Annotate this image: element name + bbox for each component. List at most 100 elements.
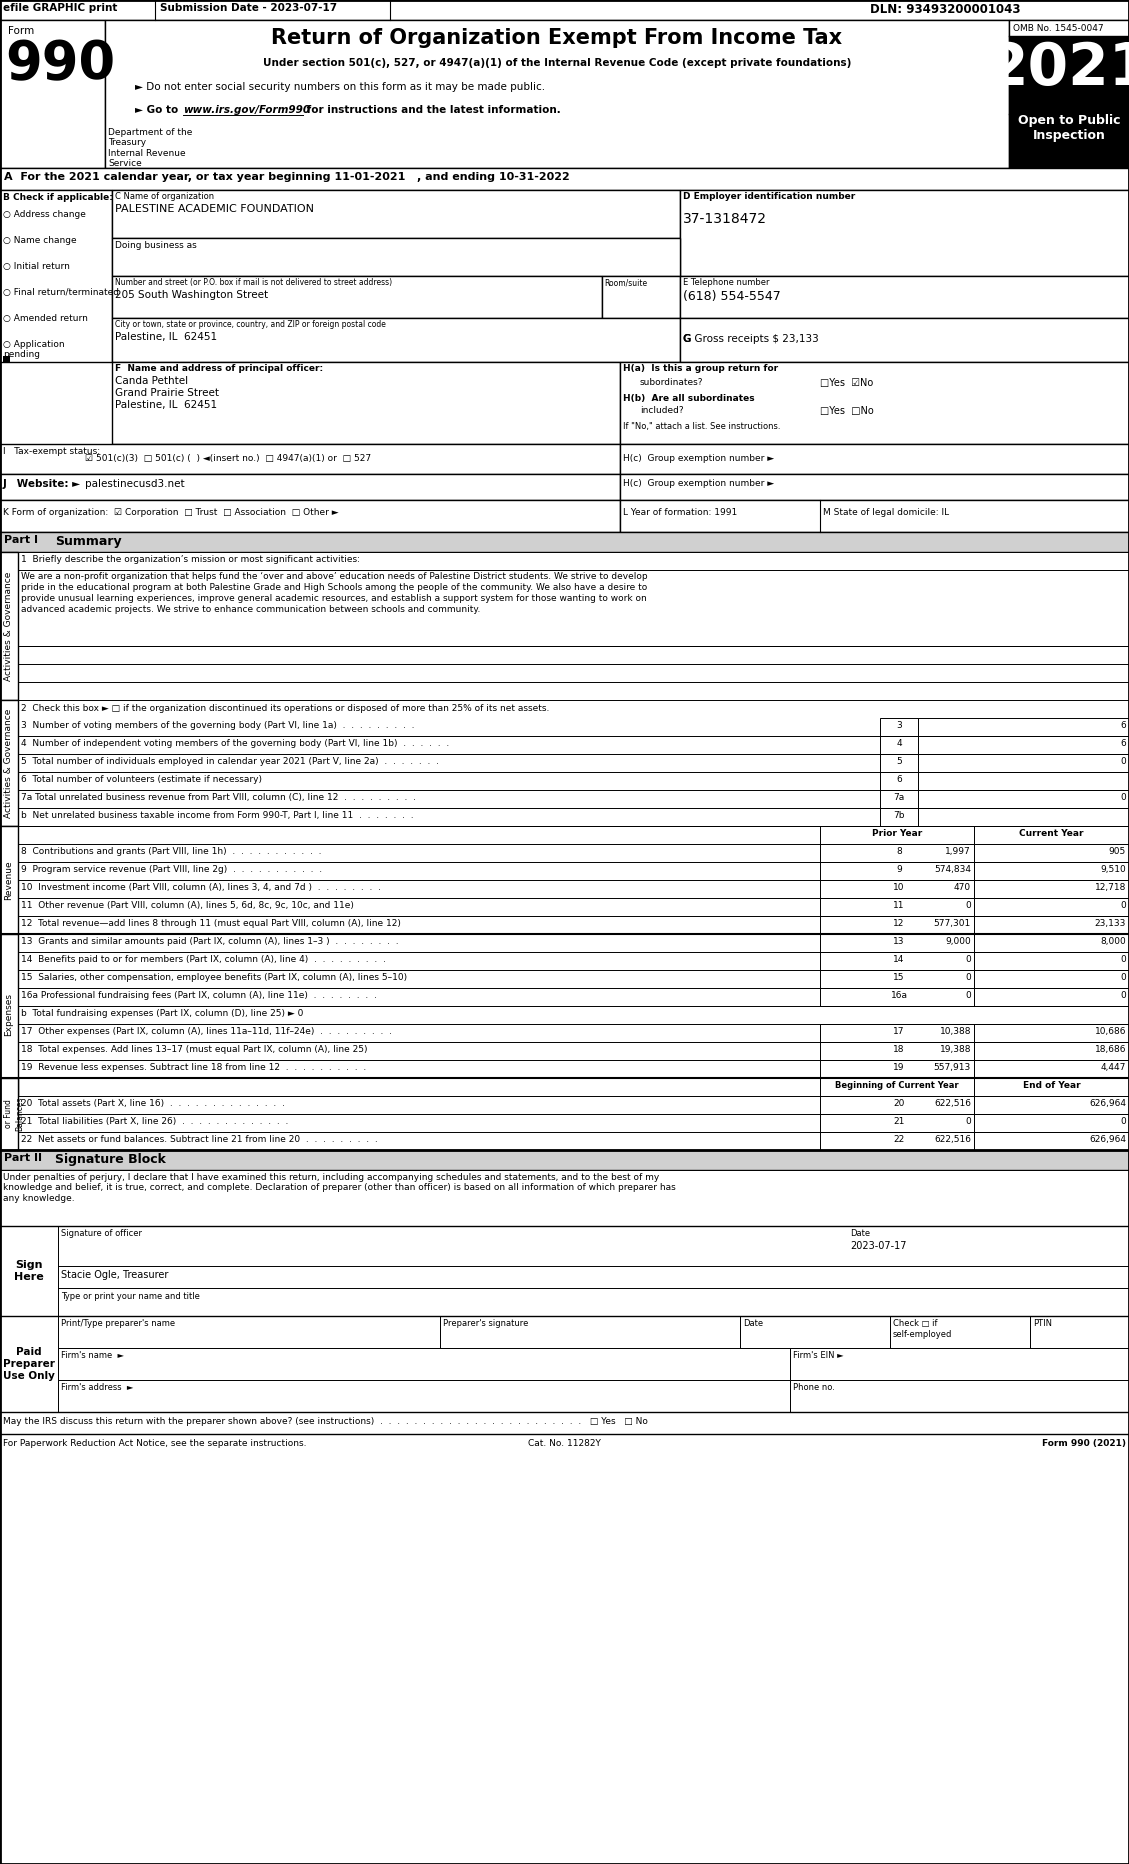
Text: Revenue: Revenue [5,859,14,900]
Text: 6: 6 [896,775,902,785]
Text: 16a Professional fundraising fees (Part IX, column (A), line 11e)  .  .  .  .  .: 16a Professional fundraising fees (Part … [21,992,377,999]
Text: DLN: 93493200001043: DLN: 93493200001043 [870,4,1021,17]
Text: Number and street (or P.O. box if mail is not delivered to street address): Number and street (or P.O. box if mail i… [115,278,392,287]
Text: L Year of formation: 1991: L Year of formation: 1991 [623,509,737,516]
Text: Stacie Ogle, Treasurer: Stacie Ogle, Treasurer [61,1269,168,1281]
Text: F  Name and address of principal officer:: F Name and address of principal officer: [115,363,323,373]
Text: Part II: Part II [5,1154,42,1163]
Bar [112,239,680,276]
Bar [879,861,918,880]
Text: Room/suite: Room/suite [604,278,647,287]
Text: E Telephone number: E Telephone number [683,278,770,287]
Bar [0,826,18,934]
Text: Activities & Governance: Activities & Governance [5,570,14,680]
Bar [974,1096,1129,1115]
Bar [879,1096,918,1115]
Text: Date: Date [850,1228,870,1238]
Bar [820,953,974,969]
Text: 1  Briefly describe the organization’s mission or most significant activities:: 1 Briefly describe the organization’s mi… [21,555,360,565]
Text: 23,133: 23,133 [1095,919,1126,928]
Bar [918,755,1129,772]
Text: 0: 0 [1120,954,1126,964]
Text: 21  Total liabilities (Part X, line 26)  .  .  .  .  .  .  .  .  .  .  .  .  .: 21 Total liabilities (Part X, line 26) .… [21,1117,288,1126]
Bar [0,1150,1129,1171]
Bar [1009,114,1129,168]
Text: Firm's name  ►: Firm's name ► [61,1351,124,1361]
Bar [820,880,974,898]
Bar [820,1061,974,1077]
Bar [18,807,1129,826]
Bar [820,898,974,915]
Text: May the IRS discuss this return with the preparer shown above? (see instructions: May the IRS discuss this return with the… [3,1417,648,1426]
Text: A  For the 2021 calendar year, or tax year beginning 11-01-2021   , and ending 1: A For the 2021 calendar year, or tax yea… [5,171,570,183]
Bar [974,844,1129,861]
Text: 20  Total assets (Part X, line 16)  .  .  .  .  .  .  .  .  .  .  .  .  .  .: 20 Total assets (Part X, line 16) . . . … [21,1100,285,1107]
Text: Phone no.: Phone no. [793,1383,834,1392]
Text: 0: 0 [965,900,971,910]
Bar [820,915,974,934]
Text: Palestine, IL  62451: Palestine, IL 62451 [115,332,217,341]
Bar [820,1131,974,1150]
Bar [18,570,1129,647]
Text: Preparer's signature: Preparer's signature [443,1320,528,1327]
Text: Under penalties of perjury, I declare that I have examined this return, includin: Under penalties of perjury, I declare th… [3,1172,676,1202]
Bar [0,500,620,531]
Text: H(c)  Group exemption number ►: H(c) Group exemption number ► [623,479,774,488]
Text: End of Year: End of Year [1023,1081,1080,1090]
Text: 10,388: 10,388 [939,1027,971,1036]
Text: 5: 5 [896,757,902,766]
Bar [820,861,974,880]
Bar [0,1077,18,1150]
Text: J   Website: ►: J Website: ► [3,479,85,488]
Text: 0: 0 [965,1117,971,1126]
Text: 0: 0 [1120,757,1126,766]
Bar [1009,35,1129,114]
Text: ○ Application
pending: ○ Application pending [3,339,64,360]
Bar [0,444,620,473]
Text: 11: 11 [893,900,904,910]
Text: 7b: 7b [893,811,904,820]
Text: Department of the
Treasury
Internal Revenue
Service: Department of the Treasury Internal Reve… [108,129,192,168]
Bar [974,988,1129,1007]
Text: 7a Total unrelated business revenue from Part VIII, column (C), line 12  .  .  .: 7a Total unrelated business revenue from… [21,792,415,802]
Bar [0,531,1129,552]
Text: Sign
Here: Sign Here [15,1260,44,1282]
Text: Submission Date - 2023-07-17: Submission Date - 2023-07-17 [160,4,338,13]
Text: I   Tax-exempt status:: I Tax-exempt status: [3,447,100,457]
Bar [918,772,1129,790]
Text: 10  Investment income (Part VIII, column (A), lines 3, 4, and 7d )  .  .  .  .  : 10 Investment income (Part VIII, column … [21,884,380,893]
Text: 22  Net assets or fund balances. Subtract line 21 from line 20  .  .  .  .  .  .: 22 Net assets or fund balances. Subtract… [21,1135,378,1144]
Bar [0,1171,1129,1227]
Text: 626,964: 626,964 [1089,1135,1126,1144]
Bar [0,1227,58,1316]
Text: www.irs.gov/Form990: www.irs.gov/Form990 [183,104,310,116]
Text: Palestine, IL  62451: Palestine, IL 62451 [115,401,217,410]
Bar [974,1131,1129,1150]
Bar [974,1061,1129,1077]
Bar [0,473,620,500]
Bar [18,736,1129,755]
Text: 626,964: 626,964 [1089,1100,1126,1107]
Bar [974,861,1129,880]
Text: 16a: 16a [891,992,908,999]
Text: 6: 6 [1120,721,1126,731]
Bar [974,1042,1129,1061]
Bar [820,1023,974,1042]
Bar [879,1061,918,1077]
Text: 622,516: 622,516 [934,1135,971,1144]
Bar [58,1227,1129,1316]
Bar [974,1077,1129,1096]
Text: K Form of organization:  ☑ Corporation  □ Trust  □ Association  □ Other ►: K Form of organization: ☑ Corporation □ … [3,509,339,516]
Text: H(b)  Are all subordinates: H(b) Are all subordinates [623,393,754,403]
Bar [974,826,1129,844]
Bar [112,319,680,362]
Bar [918,790,1129,807]
Text: 2023-07-17: 2023-07-17 [850,1241,907,1251]
Bar [18,790,1129,807]
Text: ○ Initial return: ○ Initial return [3,263,70,270]
Text: 5  Total number of individuals employed in calendar year 2021 (Part V, line 2a) : 5 Total number of individuals employed i… [21,757,439,766]
Text: 0: 0 [1120,1117,1126,1126]
Text: G: G [683,334,695,345]
Text: 0: 0 [965,954,971,964]
Bar [879,934,918,953]
